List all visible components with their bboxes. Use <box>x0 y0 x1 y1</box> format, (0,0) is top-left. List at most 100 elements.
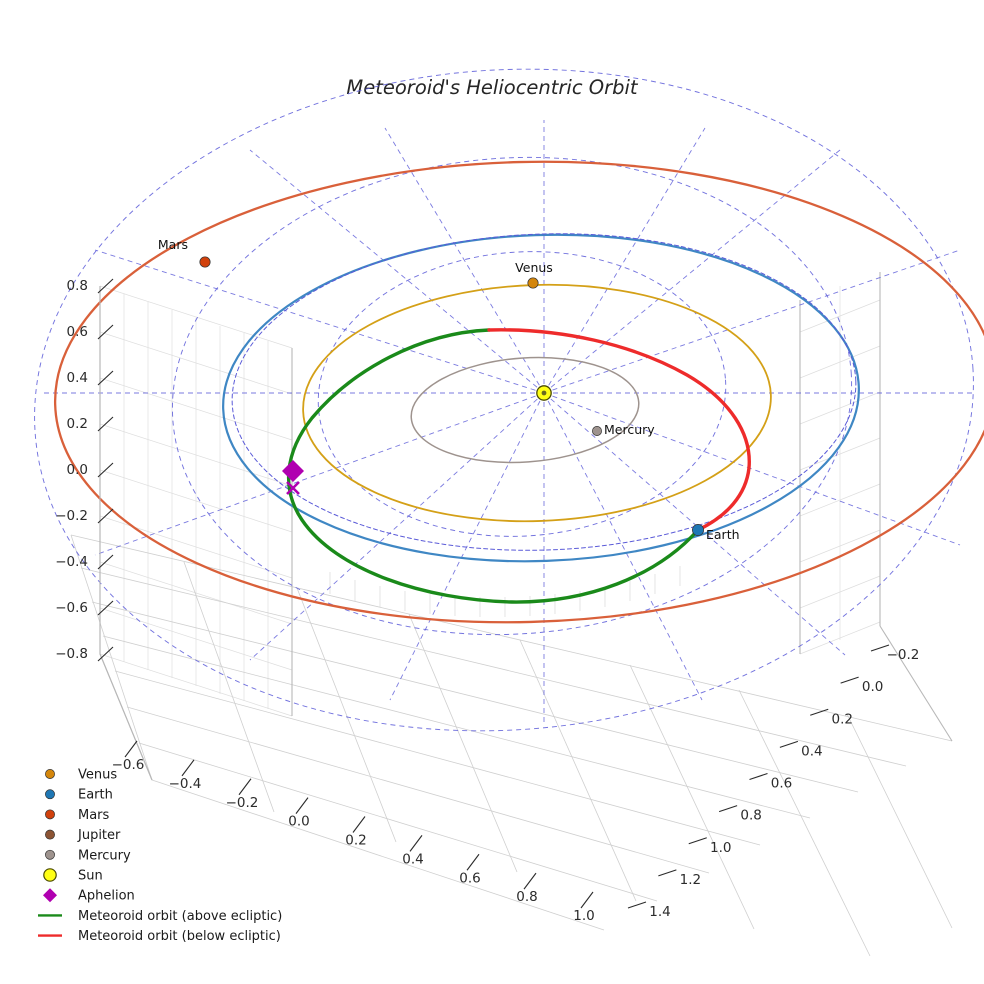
legend-circle-swatch <box>45 849 55 860</box>
floor-grid <box>70 534 953 957</box>
y-tick-mark <box>840 676 859 684</box>
ecliptic-spokes <box>40 120 975 722</box>
x-tick-label: 0.8 <box>516 889 537 905</box>
aphelion-marker <box>282 460 304 495</box>
y-tick-label: 1.2 <box>680 872 701 888</box>
legend-circle-swatch <box>45 809 55 820</box>
z-tick-label: 0.6 <box>67 324 88 340</box>
aphelion-diamond-icon <box>282 460 304 482</box>
x-tick-mark <box>238 778 252 796</box>
z-tick-label: 0.8 <box>67 278 88 294</box>
aphelion-cross-icon <box>286 481 300 495</box>
x-tick-label: −0.2 <box>226 795 259 811</box>
page-title: Meteoroid's Heliocentric Orbit <box>346 76 639 99</box>
y-tick-mark <box>810 708 829 716</box>
mercury-orbit <box>410 356 640 464</box>
y-tick-label: 0.8 <box>740 808 761 824</box>
legend: Venus Earth Mars Jupiter Mercury Sun Aphelion M… <box>38 768 282 944</box>
legend-item-label: Jupiter <box>77 828 121 843</box>
z-tick-mark <box>97 370 114 386</box>
z-tick-mark <box>97 646 114 662</box>
z-tick-mark <box>97 324 114 340</box>
venus-marker-icon <box>527 277 539 289</box>
y-tick-label: 0.6 <box>771 776 792 792</box>
legend-item-label: Meteoroid orbit (below ecliptic) <box>78 929 281 944</box>
ecliptic-plane <box>34 68 975 732</box>
earth-orbit-projection <box>231 233 857 551</box>
x-tick-mark <box>181 759 195 777</box>
x-tick-mark <box>409 835 423 852</box>
legend-circle-swatch <box>43 868 57 882</box>
y-tick-label: 0.2 <box>832 711 853 727</box>
z-tick-label: −0.2 <box>55 508 88 524</box>
mars-label: Mars <box>158 237 188 252</box>
y-axis-spine <box>879 625 953 742</box>
x-tick-label: 0.2 <box>345 833 366 849</box>
x-axis-spine <box>99 653 153 781</box>
z-tick-label: −0.4 <box>55 554 88 570</box>
ecliptic-outer-ring <box>34 68 974 732</box>
y-tick-label: 0.0 <box>862 679 883 695</box>
legend-item-label: Mercury <box>78 848 131 863</box>
legend-diamond-swatch <box>43 888 57 903</box>
venus-label: Venus <box>515 260 553 275</box>
y-tick-mark <box>688 837 707 845</box>
z-tick-label: −0.6 <box>55 600 88 616</box>
z-tick-label: 0.0 <box>67 462 88 478</box>
z-tick-label: 0.2 <box>67 416 88 432</box>
x-tick-mark <box>295 797 309 814</box>
x-tick-mark <box>466 853 480 871</box>
mercury-label: Mercury <box>604 422 655 437</box>
z-tick-mark <box>97 416 114 432</box>
z-tick-mark <box>97 508 114 524</box>
x-tick-label: 0.6 <box>459 870 480 886</box>
y-tick-mark <box>627 901 647 909</box>
x-axis-ticks: −0.6 −0.4 −0.2 0.0 0.2 0.4 0.6 0.8 1.0 <box>112 740 595 924</box>
z-tick-mark <box>97 600 114 616</box>
z-axis-ticks: 0.8 0.6 0.4 0.2 0.0 −0.2 −0.4 −0.6 −0.8 <box>55 278 114 662</box>
z-tick-mark <box>97 278 114 294</box>
y-tick-label: −0.2 <box>887 647 920 663</box>
y-tick-mark <box>870 644 890 652</box>
y-tick-label: 0.4 <box>801 743 822 759</box>
celestial-body-markers: Mars Venus Mercury Earth <box>158 237 740 542</box>
earth-label: Earth <box>706 527 740 542</box>
x-tick-mark <box>523 872 537 890</box>
legend-item-label: Meteoroid orbit (above ecliptic) <box>78 909 282 924</box>
legend-item-label: Venus <box>78 768 117 783</box>
z-tick-mark <box>97 462 114 478</box>
x-tick-label: −0.6 <box>112 757 145 773</box>
mars-marker-icon <box>199 256 211 268</box>
y-tick-mark <box>779 740 799 748</box>
earth-orbit <box>222 233 860 563</box>
sun-marker <box>536 385 552 401</box>
sun-core-icon <box>541 390 547 396</box>
x-tick-label: 0.0 <box>288 814 309 830</box>
y-tick-mark <box>749 772 768 781</box>
y-tick-mark <box>658 869 677 877</box>
legend-circle-swatch <box>45 829 55 840</box>
z-tick-label: −0.8 <box>55 646 88 662</box>
legend-item-label: Earth <box>78 788 113 803</box>
z-tick-mark <box>97 554 114 570</box>
x-tick-label: −0.4 <box>169 776 202 792</box>
ecliptic-inner-ring <box>317 251 727 537</box>
meteoroid-orbit <box>286 328 751 604</box>
x-tick-label: 0.4 <box>402 851 423 867</box>
legend-item-label: Aphelion <box>78 889 135 904</box>
axis-decorations <box>99 286 953 781</box>
planet-orbits <box>53 160 984 624</box>
legend-circle-swatch <box>45 769 55 779</box>
x-tick-mark <box>124 740 138 758</box>
ecliptic-mid-ring <box>171 156 853 636</box>
y-axis-ticks: −0.20.0 0.2 0.4 0.6 0.8 1.0 1.2 1.4 <box>627 644 920 920</box>
x-tick-label: 1.0 <box>573 908 594 924</box>
z-tick-label: 0.4 <box>67 370 88 386</box>
earth-marker-icon <box>692 524 704 536</box>
axes-panes <box>70 272 953 957</box>
x-tick-mark <box>352 816 366 833</box>
legend-item-label: Mars <box>78 808 110 823</box>
y-tick-label: 1.4 <box>649 904 670 920</box>
